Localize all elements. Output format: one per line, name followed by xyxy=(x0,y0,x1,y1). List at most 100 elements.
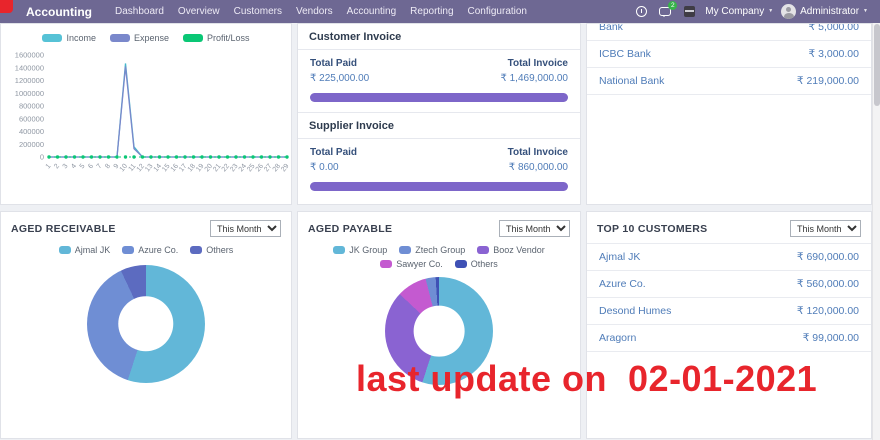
svg-text:3: 3 xyxy=(62,163,70,171)
messages-icon[interactable]: 2 xyxy=(657,0,678,20)
legend-swatch xyxy=(122,246,135,254)
menu-item-dashboard[interactable]: Dashboard xyxy=(115,6,164,17)
total-paid-value[interactable]: ₹ 225,000.00 xyxy=(310,73,370,84)
bank-amount: ₹ 5,000.00 xyxy=(808,23,859,33)
bank-amount: ₹ 219,000.00 xyxy=(796,75,859,87)
supplier-invoice-title: Supplier Invoice xyxy=(298,113,580,139)
bank-row[interactable]: ICBC Bank ₹ 3,000.00 xyxy=(587,41,871,68)
company-menu[interactable]: My Company ▼ xyxy=(705,6,773,17)
customer-row[interactable]: Aragorn ₹ 99,000.00 xyxy=(587,325,871,352)
customer-row[interactable]: Ajmal JK ₹ 690,000.00 xyxy=(587,244,871,271)
menu-item-configuration[interactable]: Configuration xyxy=(467,6,527,17)
svg-text:16: 16 xyxy=(170,163,180,174)
svg-text:10: 10 xyxy=(119,163,129,174)
top-customers-period-select[interactable]: This Month xyxy=(790,220,861,237)
total-invoice-value[interactable]: ₹ 1,469,000.00 xyxy=(500,73,568,84)
legend-label: Ztech Group xyxy=(415,245,466,255)
user-name: Administrator xyxy=(800,6,860,17)
income-expense-line-chart[interactable]: 1600000 1400000 1200000 1000000 800000 600000… xyxy=(3,43,291,198)
total-invoice-value[interactable]: ₹ 860,000.00 xyxy=(508,162,568,173)
legend-swatch xyxy=(399,246,412,254)
menu-item-reporting[interactable]: Reporting xyxy=(410,6,454,17)
customer-row[interactable]: Azure Co. ₹ 560,000.00 xyxy=(587,271,871,298)
menu-item-customers[interactable]: Customers xyxy=(233,6,282,17)
module-box-icon[interactable] xyxy=(681,4,697,20)
annotation-last-update: last update on 02-01-2021 xyxy=(356,358,818,399)
svg-text:14: 14 xyxy=(153,163,163,174)
legend-label: Azure Co. xyxy=(138,245,179,255)
svg-text:11: 11 xyxy=(127,163,137,173)
scrollbar-thumb[interactable] xyxy=(874,24,880,106)
legend-label: Booz Vendor xyxy=(493,245,545,255)
aged-receivable-panel: AGED RECEIVABLE This Month Ajmal JK Azur… xyxy=(0,211,292,439)
aged-receivable-period-select[interactable]: This Month xyxy=(210,220,281,237)
svg-text:21: 21 xyxy=(212,163,222,174)
svg-text:8: 8 xyxy=(104,163,112,171)
user-menu[interactable]: Administrator ▼ xyxy=(781,4,868,19)
red-annotation-marker xyxy=(0,0,13,13)
panel-header: TOP 10 CUSTOMERS This Month xyxy=(587,212,871,244)
expense-swatch xyxy=(109,34,130,42)
svg-text:23: 23 xyxy=(229,163,239,174)
svg-text:1000000: 1000000 xyxy=(15,89,44,98)
total-invoice-label: Total Invoice xyxy=(507,147,568,158)
invoices-panel: Customer Invoice Total Paid ₹ 225,000.00… xyxy=(297,23,581,205)
svg-text:15: 15 xyxy=(161,163,171,174)
svg-text:29: 29 xyxy=(280,163,290,174)
total-invoice-block: Total Invoice ₹ 1,469,000.00 xyxy=(500,58,568,84)
messages-count-badge: 2 xyxy=(668,0,678,10)
svg-text:18: 18 xyxy=(187,163,197,174)
total-invoice-block: Total Invoice ₹ 860,000.00 xyxy=(508,147,568,173)
legend-label: Sawyer Co. xyxy=(396,259,443,269)
menu-item-overview[interactable]: Overview xyxy=(177,6,220,17)
company-name: My Company xyxy=(705,6,765,17)
svg-text:28: 28 xyxy=(272,163,282,174)
menu-item-accounting[interactable]: Accounting xyxy=(346,6,397,17)
legend-swatch xyxy=(380,260,393,268)
legend-item: Ajmal JK xyxy=(58,245,111,255)
main-menu: Dashboard Overview Customers Vendors Acc… xyxy=(108,1,534,22)
bank-list: Bank ₹ 5,000.00 ICBC Bank ₹ 3,000.00 Nat… xyxy=(587,23,871,95)
supplier-invoice-section: Supplier Invoice Total Paid ₹ 0.00 Total… xyxy=(298,113,580,191)
aged-payable-donut-chart[interactable] xyxy=(385,277,493,385)
legend-item: Ztech Group xyxy=(399,245,465,255)
profit-swatch xyxy=(183,34,203,42)
vertical-scrollbar[interactable] xyxy=(872,23,880,440)
customer-invoice-title: Customer Invoice xyxy=(298,24,580,50)
legend-label: Others xyxy=(206,245,234,255)
app-brand[interactable]: Accounting xyxy=(26,4,92,19)
banks-panel: Bank ₹ 5,000.00 ICBC Bank ₹ 3,000.00 Nat… xyxy=(586,23,872,205)
legend-item-expense: Expense xyxy=(109,33,169,43)
aged-payable-title: AGED PAYABLE xyxy=(308,222,393,235)
customer-name: Azure Co. xyxy=(599,278,646,290)
svg-text:1200000: 1200000 xyxy=(15,76,44,85)
svg-text:12: 12 xyxy=(136,163,146,174)
bank-row[interactable]: National Bank ₹ 219,000.00 xyxy=(587,68,871,95)
supplier-invoice-progress-bar xyxy=(310,182,568,191)
divider xyxy=(298,112,580,113)
legend-label: Others xyxy=(470,259,498,269)
svg-text:0: 0 xyxy=(40,153,44,162)
bank-row[interactable]: Bank ₹ 5,000.00 xyxy=(587,23,871,41)
income-expense-panel: Income Expense Profit/Loss 1600000 140000… xyxy=(0,23,292,205)
svg-text:4: 4 xyxy=(70,163,78,171)
donut-hole xyxy=(118,296,174,352)
chevron-down-icon: ▼ xyxy=(768,8,774,14)
menu-item-vendors[interactable]: Vendors xyxy=(295,6,333,17)
aged-receivable-donut-chart[interactable] xyxy=(87,265,205,383)
customer-row[interactable]: Desond Humes ₹ 120,000.00 xyxy=(587,298,871,325)
total-paid-value[interactable]: ₹ 0.00 xyxy=(310,162,339,173)
aged-payable-period-select[interactable]: This Month xyxy=(499,220,570,237)
activities-clock-icon[interactable] xyxy=(633,4,649,20)
legend-swatch xyxy=(454,260,467,268)
svg-text:1: 1 xyxy=(45,163,53,171)
legend-item: Booz Vendor xyxy=(477,245,545,255)
box-glyph xyxy=(683,6,695,17)
bank-amount: ₹ 3,000.00 xyxy=(808,48,859,60)
aged-payable-panel: AGED PAYABLE This Month JK Group Ztech G… xyxy=(297,211,581,439)
svg-text:13: 13 xyxy=(144,163,154,174)
top-navbar: Accounting Dashboard Overview Customers … xyxy=(0,0,880,23)
legend-label: Ajmal JK xyxy=(74,245,111,255)
svg-text:20: 20 xyxy=(204,163,214,174)
